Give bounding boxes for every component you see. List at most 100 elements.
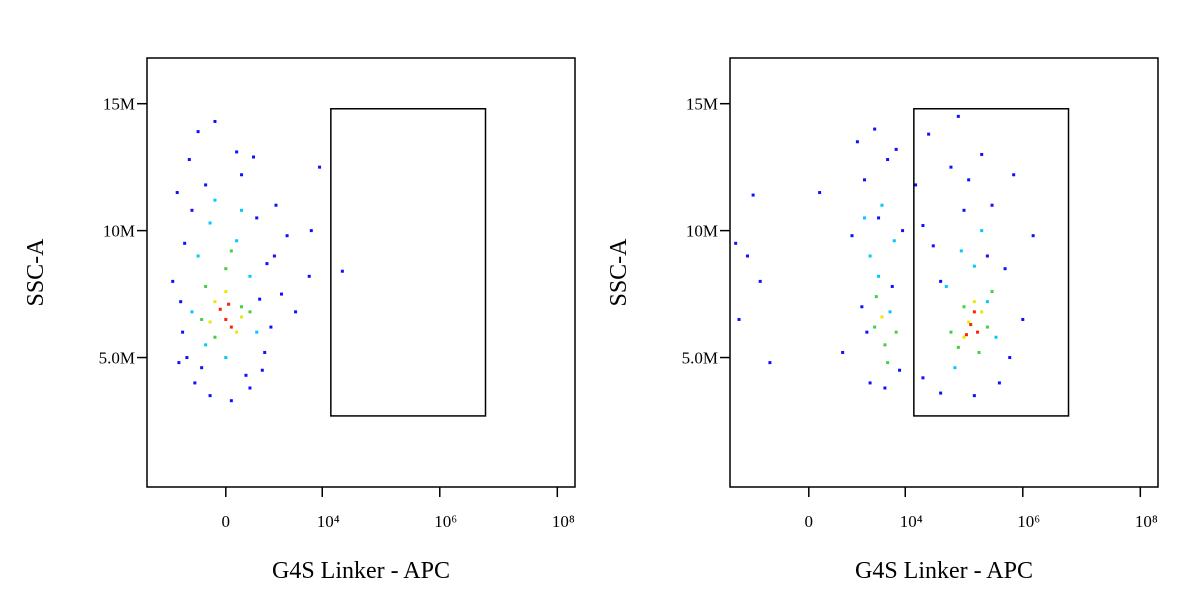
data-point <box>318 165 322 169</box>
data-point <box>962 305 966 309</box>
x-axis-title: G4S Linker - APC <box>855 558 1033 584</box>
data-point <box>213 198 217 202</box>
data-point <box>272 254 276 258</box>
data-point <box>873 127 877 131</box>
data-point <box>224 317 228 321</box>
data-point <box>263 350 267 354</box>
data-point <box>181 330 185 334</box>
y-tick-label: 15M <box>686 95 718 114</box>
data-point <box>914 183 918 187</box>
data-point <box>340 269 344 273</box>
data-point <box>874 295 878 299</box>
data-point <box>227 302 231 306</box>
data-point <box>224 267 228 271</box>
data-point <box>229 399 233 403</box>
data-point <box>213 119 217 123</box>
y-tick-label: 15M <box>103 95 135 114</box>
data-point <box>890 284 894 288</box>
data-point <box>734 241 738 245</box>
data-point <box>1003 267 1007 271</box>
data-point <box>235 239 239 243</box>
data-point <box>294 310 298 314</box>
data-point <box>255 330 259 334</box>
data-point <box>218 307 222 311</box>
x-tick-label: 0 <box>805 512 814 531</box>
data-point <box>269 325 273 329</box>
data-point <box>868 254 872 258</box>
data-point <box>877 216 881 220</box>
data-point <box>994 335 998 339</box>
data-point <box>873 325 877 329</box>
data-point <box>892 239 896 243</box>
data-point <box>888 310 892 314</box>
data-point <box>886 361 890 365</box>
data-point <box>969 323 973 327</box>
data-point <box>977 350 981 354</box>
data-point <box>260 368 264 372</box>
y-tick-label: 5.0M <box>99 349 135 368</box>
data-point <box>949 165 953 169</box>
y-tick-label: 10M <box>103 222 135 241</box>
data-point <box>248 310 252 314</box>
data-point <box>175 191 179 195</box>
data-point <box>190 310 194 314</box>
data-point <box>229 249 233 253</box>
data-point <box>985 300 989 304</box>
x-tick-label: 0 <box>222 512 231 531</box>
data-point <box>980 310 984 314</box>
data-point <box>177 361 181 365</box>
x-tick-label: 10⁸ <box>552 512 575 531</box>
data-point <box>921 224 925 228</box>
data-point <box>860 305 864 309</box>
data-point <box>980 229 984 233</box>
data-point <box>990 290 994 294</box>
data-point <box>862 216 866 220</box>
data-point <box>883 386 887 390</box>
data-point <box>1012 173 1016 177</box>
data-point <box>204 284 208 288</box>
data-point <box>962 208 966 212</box>
data-point <box>252 155 256 159</box>
data-point <box>985 254 989 258</box>
data-point <box>997 381 1001 385</box>
data-point <box>200 317 204 321</box>
data-point <box>768 361 772 365</box>
data-point <box>939 391 943 395</box>
data-point <box>285 234 289 238</box>
data-point <box>240 173 244 177</box>
data-point <box>758 279 762 283</box>
data-point <box>901 229 905 233</box>
y-axis-title: SSC-A <box>23 238 49 307</box>
data-point <box>224 290 228 294</box>
data-point <box>990 203 994 207</box>
gate <box>330 108 487 417</box>
data-point <box>964 333 968 337</box>
data-point <box>956 345 960 349</box>
data-point <box>972 300 976 304</box>
data-point <box>265 262 269 266</box>
plot-frame <box>729 57 1159 488</box>
data-point <box>307 274 311 278</box>
data-point <box>204 183 208 187</box>
data-point <box>751 193 755 197</box>
data-point <box>921 376 925 380</box>
data-point <box>959 249 963 253</box>
data-point <box>248 274 252 278</box>
data-point <box>1008 356 1012 360</box>
data-point <box>213 300 217 304</box>
data-point <box>279 292 283 296</box>
x-tick-label: 10⁸ <box>1135 512 1158 531</box>
data-point <box>877 274 881 278</box>
data-point <box>208 221 212 225</box>
data-point <box>880 315 884 319</box>
data-point <box>841 350 845 354</box>
x-tick-label: 10⁴ <box>317 512 340 531</box>
data-point <box>187 158 191 162</box>
data-point <box>240 208 244 212</box>
data-point <box>939 279 943 283</box>
x-tick-label: 10⁴ <box>900 512 923 531</box>
data-point <box>235 150 239 154</box>
data-point <box>255 216 259 220</box>
data-point <box>274 203 278 207</box>
data-point <box>931 244 935 248</box>
